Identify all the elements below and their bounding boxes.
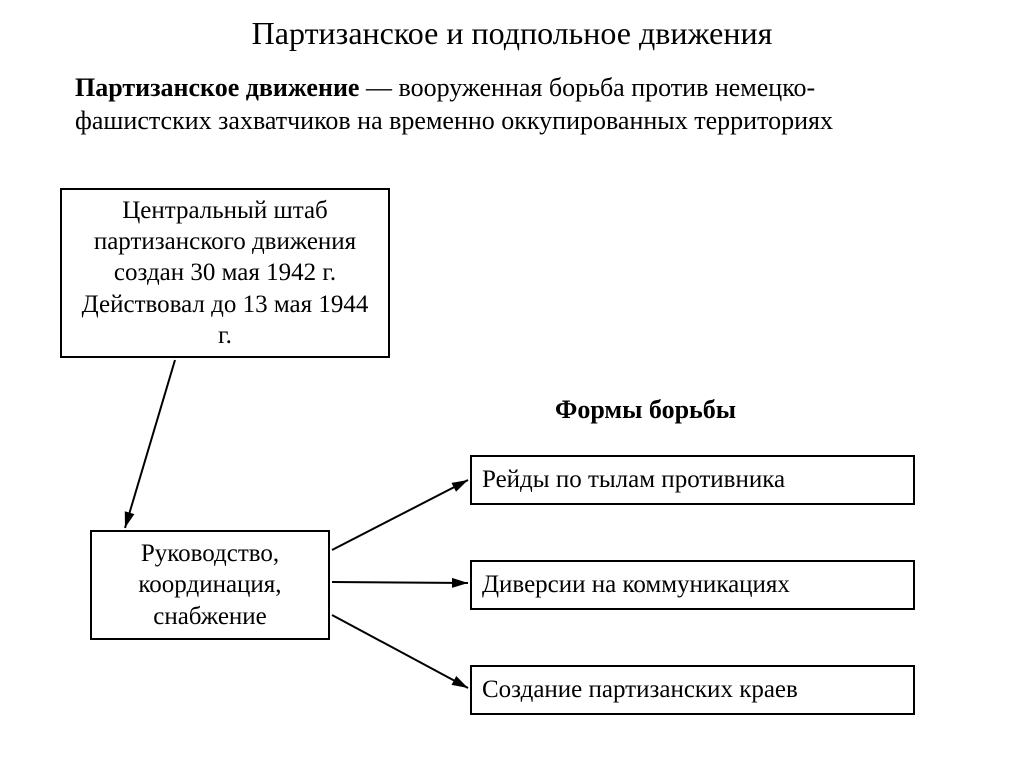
leadership-box-text: Руководство, координация, снабжение — [102, 538, 318, 632]
form-box-1: Рейды по тылам противника — [470, 455, 915, 505]
definition-term: Партизанское движение — [75, 73, 359, 102]
form-box-2-text: Диверсии на коммуникациях — [482, 569, 790, 600]
page-title: Партизанское и подпольное движения — [0, 15, 1024, 52]
hq-box-text: Центральный штаб партизанского движения … — [72, 195, 378, 351]
definition-sep: — — [359, 73, 398, 102]
form-box-3: Создание партизанских краев — [470, 665, 915, 715]
definition-block: Партизанское движение — вооруженная борь… — [75, 72, 945, 137]
forms-heading: Формы борьбы — [555, 395, 736, 425]
leadership-box: Руководство, координация, снабжение — [90, 530, 330, 640]
hq-box: Центральный штаб партизанского движения … — [60, 188, 390, 358]
form-box-1-text: Рейды по тылам противника — [482, 464, 785, 495]
form-box-2: Диверсии на коммуникациях — [470, 560, 915, 610]
form-box-3-text: Создание партизанских краев — [482, 674, 798, 705]
